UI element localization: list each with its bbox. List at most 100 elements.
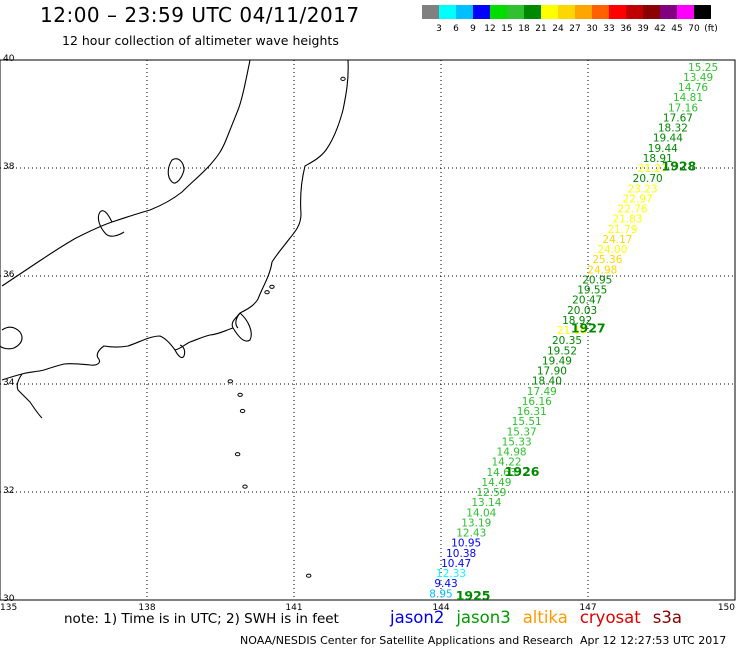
wave-height-value: 14.63 — [486, 467, 516, 479]
wave-height-value: 10.47 — [441, 558, 471, 570]
island — [264, 290, 270, 295]
wave-height-value: 15.51 — [512, 416, 542, 428]
wave-height-value: 17.90 — [537, 366, 567, 378]
island — [306, 573, 312, 578]
wave-height-value: 14.98 — [497, 447, 527, 459]
wave-height-value: 15.37 — [507, 426, 537, 438]
colorbar-swatch — [677, 5, 694, 19]
legend-s3a: s3a — [652, 608, 682, 627]
graticule — [0, 60, 735, 600]
latitude-label: 32 — [3, 486, 14, 496]
colorbar-label: 36 — [620, 24, 632, 34]
colorbar-label: 24 — [552, 24, 564, 34]
wave-height-value: 18.92 — [562, 315, 592, 327]
colorbar-swatch — [473, 5, 490, 19]
colorbar-label: (ft) — [704, 24, 718, 34]
wave-height-value: 12.33 — [436, 568, 466, 580]
wave-height-value: 12.43 — [456, 528, 486, 540]
wave-height-value: 13.49 — [683, 72, 713, 84]
wave-height-value: 17.49 — [527, 386, 557, 398]
wave-height-value: 20.70 — [633, 173, 663, 185]
colorbar-swatch — [439, 5, 456, 19]
wave-height-value: 18.40 — [532, 376, 562, 388]
colorbar-label: 42 — [654, 24, 666, 34]
wave-height-value: 14.04 — [466, 507, 496, 519]
wave-height-value: 19.52 — [547, 345, 577, 357]
chart-title: 12:00 – 23:59 UTC 04/11/2017 — [40, 3, 360, 27]
wave-height-value: 21.79 — [607, 224, 637, 236]
colorbar-swatch — [609, 5, 626, 19]
wave-height-value: 14.49 — [481, 477, 511, 489]
wave-height-value: 18.32 — [658, 123, 688, 135]
legend-cryosat: cryosat — [579, 608, 641, 627]
pass-time-labels: 1925 1926 1927 1928 — [456, 159, 697, 603]
latitude-label: 40 — [3, 54, 15, 64]
pass-time-label: 1926 — [505, 464, 540, 479]
longitude-label: 147 — [579, 603, 596, 613]
colorbar-swatch — [626, 5, 643, 19]
colorbar-label: 9 — [470, 24, 476, 34]
wave-height-value: 16.16 — [522, 396, 552, 408]
japan-coastline — [0, 59, 349, 419]
colorbar-swatch — [558, 5, 575, 19]
wave-height-value: 22.97 — [623, 193, 653, 205]
wave-height-value: 17.16 — [668, 102, 698, 114]
island — [242, 484, 248, 489]
chart-subtitle: 12 hour collection of altimeter wave hei… — [62, 33, 339, 48]
timestamp: Apr 12 12:27:53 UTC 2017 — [580, 634, 727, 647]
wave-height-value: 21.27 — [638, 163, 668, 175]
wave-height-value: 13.14 — [471, 497, 501, 509]
colorbar-swatch — [694, 5, 711, 19]
colorbar-swatch — [456, 5, 473, 19]
legend-jason3: jason3 — [456, 608, 511, 627]
colorbar-swatch — [507, 5, 524, 19]
island — [239, 408, 246, 414]
latitude-label: 36 — [3, 270, 15, 280]
wave-height-value: 20.03 — [567, 305, 597, 317]
wave-height-value: 24.17 — [602, 234, 632, 246]
wave-height-value: 12.59 — [476, 487, 506, 499]
longitude-label: 138 — [138, 603, 155, 613]
wave-height-value: 19.44 — [653, 133, 683, 145]
wave-height-value: 21.16 — [557, 325, 587, 337]
wave-height-value: 15.33 — [502, 436, 532, 448]
colorbar-label: 12 — [484, 24, 496, 34]
wave-height-value: 15.25 — [688, 62, 718, 74]
wave-height-value: 13.19 — [461, 517, 491, 529]
wave-height-value: 20.95 — [582, 274, 612, 286]
colorbar-swatch — [660, 5, 677, 19]
colorbar-label: 15 — [501, 24, 513, 34]
colorbar-label: 70 — [688, 24, 700, 34]
colorbar-swatch — [592, 5, 609, 19]
legend-jason2: jason2 — [390, 608, 445, 627]
jason3-track: 8.959.4312.3310.4710.3810.9512.4313.1914… — [429, 62, 718, 600]
latitude-label: 38 — [3, 162, 15, 172]
island — [237, 392, 243, 397]
latitude-label: 34 — [3, 378, 15, 388]
longitude-label: 150 — [718, 603, 735, 613]
wave-height-value: 25.36 — [592, 254, 622, 266]
latitude-label: 30 — [3, 594, 15, 604]
colorbar-swatch — [643, 5, 660, 19]
colorbar-label: 6 — [453, 24, 459, 34]
wave-height-value: 24.98 — [587, 264, 617, 276]
wave-height-value: 20.35 — [552, 335, 582, 347]
colorbar-label: 33 — [603, 24, 615, 34]
colorbar-label: 27 — [569, 24, 581, 34]
wave-height-value: 14.81 — [673, 92, 703, 104]
colorbar-swatch — [422, 5, 439, 19]
wave-height-value: 22.76 — [618, 204, 648, 216]
island — [269, 284, 275, 289]
colorbar-label: 3 — [436, 24, 442, 34]
wave-height-value: 18.91 — [643, 153, 673, 165]
colorbar-label: 18 — [518, 24, 530, 34]
wave-height-value: 9.43 — [434, 578, 457, 590]
wave-height-value: 14.76 — [678, 82, 708, 94]
satellite-legend: jason2 jason3 altika cryosat s3a — [390, 608, 694, 627]
longitude-label: 144 — [432, 603, 449, 613]
small-islands — [227, 76, 346, 578]
colorbar-label: 45 — [671, 24, 683, 34]
wave-height-value: 23.23 — [628, 183, 658, 195]
